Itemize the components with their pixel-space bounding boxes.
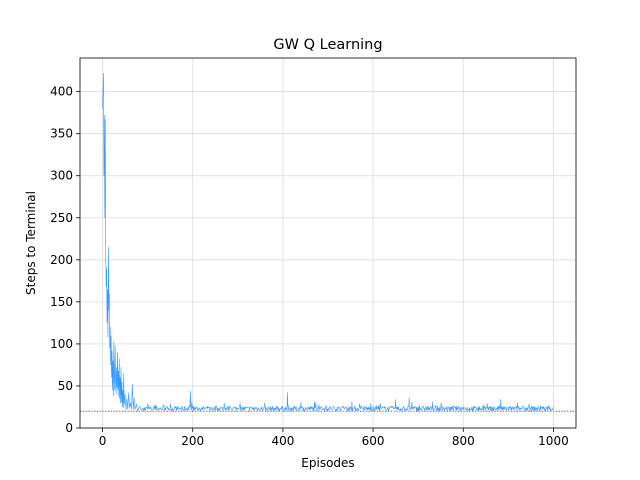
x-tick-label: 800 xyxy=(452,434,475,448)
grid-lines xyxy=(80,58,576,429)
x-tick-label: 600 xyxy=(362,434,385,448)
x-tick-label: 0 xyxy=(99,434,107,448)
x-tick-label: 400 xyxy=(271,434,294,448)
y-tick-label: 250 xyxy=(50,211,73,225)
chart-title: GW Q Learning xyxy=(273,37,382,53)
y-tick-label: 50 xyxy=(58,379,73,393)
x-tick-label: 200 xyxy=(181,434,204,448)
series-line xyxy=(102,72,554,412)
y-tick-label: 100 xyxy=(50,337,73,351)
x-axis-label: Episodes xyxy=(301,456,354,470)
axes-frame xyxy=(79,57,577,429)
x-tick-label: 1000 xyxy=(538,434,569,448)
y-tick-label: 200 xyxy=(50,253,73,267)
y-tick-label: 350 xyxy=(50,127,73,141)
x-axis-ticks: 0 200 400 600 800 1000 xyxy=(99,428,569,448)
y-axis-label: Steps to Terminal xyxy=(24,191,38,295)
y-tick-label: 400 xyxy=(50,85,73,99)
y-axis-ticks: 0 50 100 150 200 250 300 350 400 xyxy=(50,85,80,435)
y-tick-label: 0 xyxy=(65,421,73,435)
plot-area xyxy=(80,72,576,412)
y-tick-label: 300 xyxy=(50,169,73,183)
y-tick-label: 150 xyxy=(50,295,73,309)
